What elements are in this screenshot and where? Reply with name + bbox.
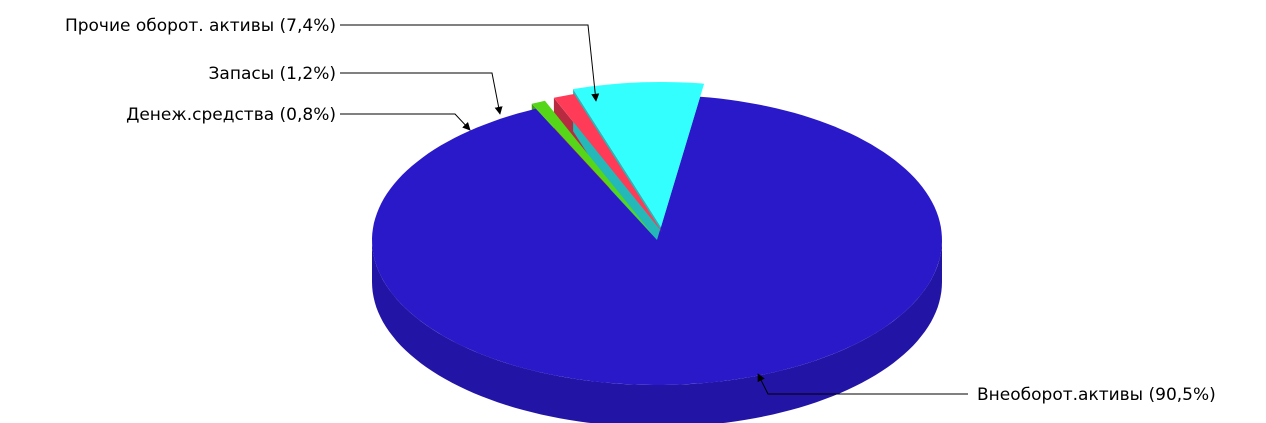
leader-line-zapasy	[340, 72, 503, 115]
leader-line-denezh	[340, 113, 471, 131]
slice-label-prochie: Прочие оборот. активы (7,4%)	[65, 16, 336, 36]
slice-label-denezh: Денеж.средства (0,8%)	[126, 105, 336, 125]
slice-vneoborot	[372, 96, 942, 385]
slice-prochie	[573, 82, 705, 227]
slice-side-vneoborot	[372, 240, 942, 423]
slice-zapasy	[553, 94, 662, 232]
leader-line-prochie	[340, 24, 600, 102]
leader-line-vneoborot	[757, 373, 968, 395]
slice-denezh	[531, 100, 653, 235]
slice-label-vneoborot: Внеоборот.активы (90,5%)	[977, 385, 1216, 405]
slice-label-zapasy: Запасы (1,2%)	[209, 64, 336, 84]
